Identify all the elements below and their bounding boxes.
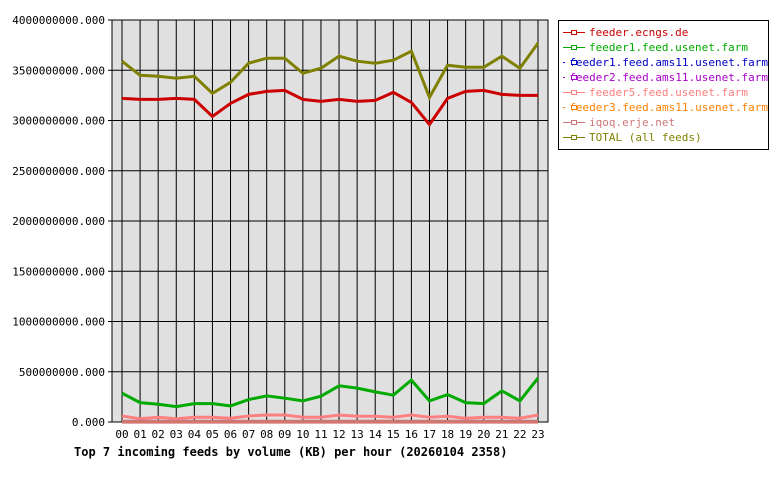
- y-tick-label: 4000000000.000: [12, 14, 105, 27]
- x-tick-label: 18: [441, 428, 454, 441]
- y-tick-label: 2500000000.000: [12, 165, 105, 178]
- x-tick-label: 06: [224, 428, 237, 441]
- legend-swatch: [563, 105, 580, 110]
- x-tick-label: 04: [188, 428, 202, 441]
- series-line-0: [121, 88, 538, 128]
- legend-swatch: [563, 75, 580, 80]
- legend-label: iqoq.erje.net: [589, 116, 676, 129]
- legend-label: TOTAL (all feeds): [589, 131, 702, 144]
- y-tick-label: 1000000000.000: [12, 316, 105, 329]
- x-tick-label: 03: [170, 428, 183, 441]
- x-tick-label: 01: [133, 428, 146, 441]
- legend-item: feeder1.feed.ams11.usenet.farm: [563, 55, 768, 70]
- series-line-7: [121, 42, 540, 101]
- legend-item: feeder.ecngs.de: [563, 25, 768, 40]
- x-tick-label: 17: [423, 428, 436, 441]
- x-tick-label: 08: [260, 428, 273, 441]
- y-tick-label: 3000000000.000: [12, 115, 105, 128]
- legend-swatch: [563, 90, 585, 95]
- x-tick-label: 23: [531, 428, 544, 441]
- legend-label: feeder5.feed.usenet.farm: [589, 86, 748, 99]
- x-tick-label: 13: [351, 428, 364, 441]
- legend-label: feeder1.feed.usenet.farm: [589, 41, 748, 54]
- x-tick-label: 21: [495, 428, 508, 441]
- legend-item: feeder5.feed.usenet.farm: [563, 85, 768, 100]
- y-tick-label: 0.000: [72, 416, 105, 429]
- x-tick-label: 09: [278, 428, 291, 441]
- x-tick-label: 02: [152, 428, 165, 441]
- legend-label: feeder2.feed.ams11.usenet.farm: [569, 71, 768, 84]
- legend-item: iqoq.erje.net: [563, 115, 768, 130]
- legend-item: feeder3.feed.ams11.usenet.farm: [563, 100, 768, 115]
- legend-label: feeder.ecngs.de: [589, 26, 689, 39]
- y-tick-label: 2000000000.000: [12, 215, 105, 228]
- legend-item: feeder1.feed.usenet.farm: [563, 40, 768, 55]
- x-tick-label: 19: [459, 428, 472, 441]
- x-tick-label: 20: [477, 428, 490, 441]
- legend-label: feeder1.feed.ams11.usenet.farm: [569, 56, 768, 69]
- legend-label: feeder3.feed.ams11.usenet.farm: [569, 101, 768, 114]
- series-line-1: [121, 377, 540, 409]
- x-tick-label: 15: [387, 428, 400, 441]
- x-tick-label: 10: [296, 428, 309, 441]
- legend-swatch: [563, 45, 585, 50]
- y-tick-label: 500000000.000: [19, 366, 105, 379]
- legend-swatch: [563, 135, 585, 140]
- x-tick-label: 22: [513, 428, 526, 441]
- legend: feeder.ecngs.de feeder1.feed.usenet.farm f…: [558, 20, 769, 150]
- x-tick-label: 16: [405, 428, 418, 441]
- x-tick-label: 00: [115, 428, 128, 441]
- x-tick-label: 11: [314, 428, 327, 441]
- chart-title: Top 7 incoming feeds by volume (KB) per …: [74, 445, 508, 459]
- series-line-4: [121, 413, 539, 421]
- legend-item: TOTAL (all feeds): [563, 130, 768, 145]
- x-tick-label: 05: [206, 428, 219, 441]
- y-tick-label: 3500000000.000: [12, 64, 105, 77]
- legend-swatch: [563, 30, 585, 35]
- y-tick-label: 1500000000.000: [12, 265, 105, 278]
- x-tick-label: 14: [369, 428, 383, 441]
- x-tick-label: 12: [332, 428, 345, 441]
- legend-item: feeder2.feed.ams11.usenet.farm: [563, 70, 768, 85]
- legend-swatch: [563, 120, 585, 125]
- x-tick-label: 07: [242, 428, 255, 441]
- legend-swatch: [563, 60, 580, 65]
